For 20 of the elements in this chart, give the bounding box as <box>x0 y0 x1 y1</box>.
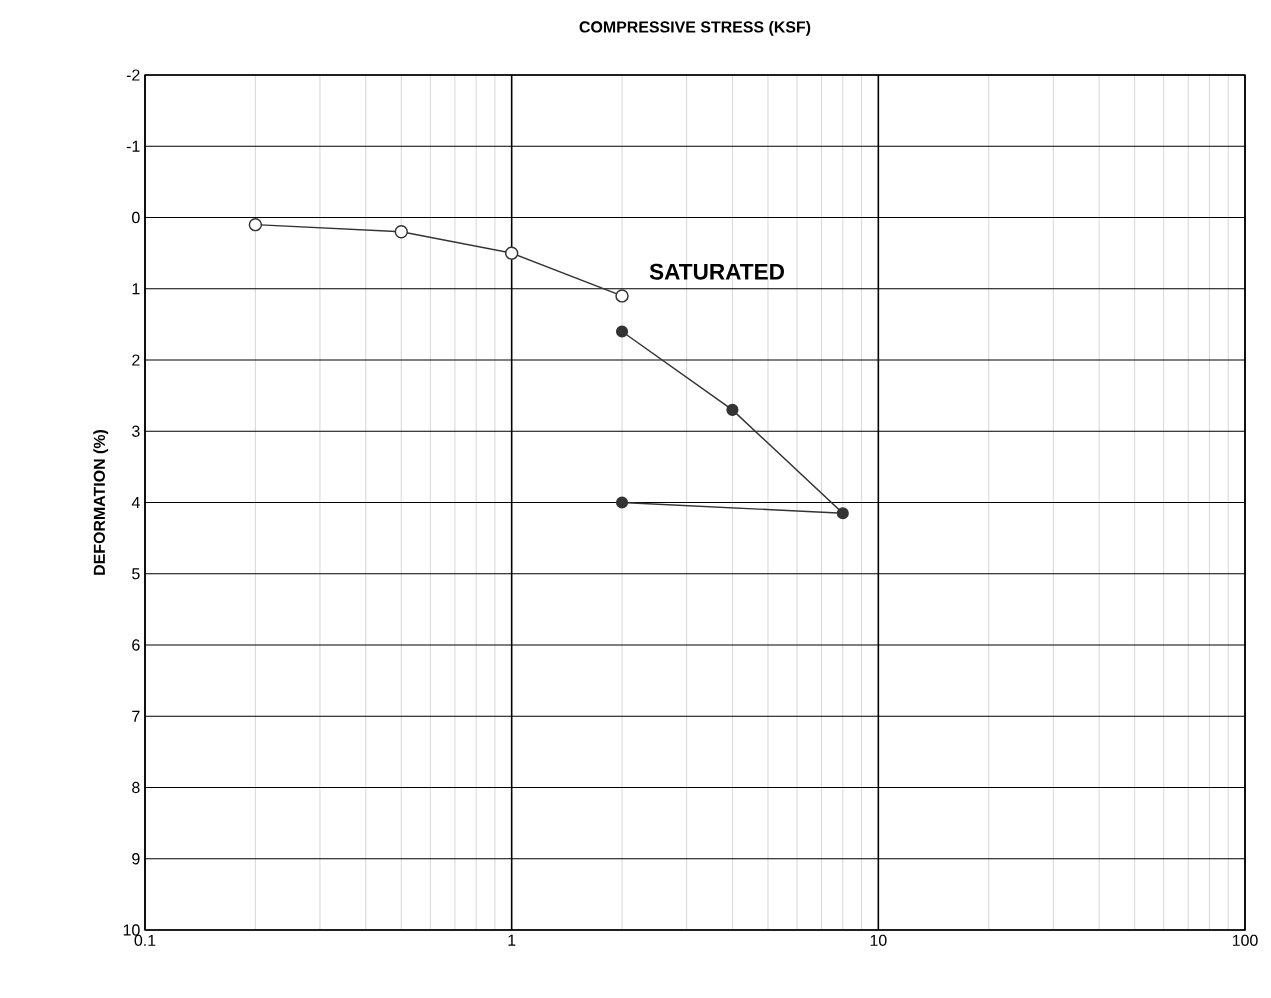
y-tick-label: 2 <box>132 354 140 366</box>
y-tick-label: 4 <box>131 497 140 508</box>
y-tick-label: 8 <box>132 781 140 794</box>
y-axis-title: DEFORMATION (%) <box>93 429 109 575</box>
y-tick-label: 7 <box>132 710 140 722</box>
x-axis-title: COMPRESSIVE STRESS (KSF) <box>579 20 811 36</box>
y-tick-label: 1 <box>132 283 140 295</box>
x-tick-label: 0.1 <box>134 934 156 946</box>
x-tick-label: 10 <box>870 934 887 946</box>
annotation: SATURATED <box>649 263 785 280</box>
y-tick-label: 10 <box>123 924 140 936</box>
y-tick-label: 6 <box>132 639 140 651</box>
x-tick-label: 1 <box>508 934 516 946</box>
y-tick-label: 5 <box>132 568 140 580</box>
y-tick-label: 3 <box>132 425 140 437</box>
y-tick-label: -1 <box>126 140 140 152</box>
y-tick-label: 0 <box>132 211 140 224</box>
y-tick-label: 9 <box>132 853 140 865</box>
y-tick-label: -2 <box>126 69 140 81</box>
x-tick-label: 100 <box>1232 934 1258 946</box>
